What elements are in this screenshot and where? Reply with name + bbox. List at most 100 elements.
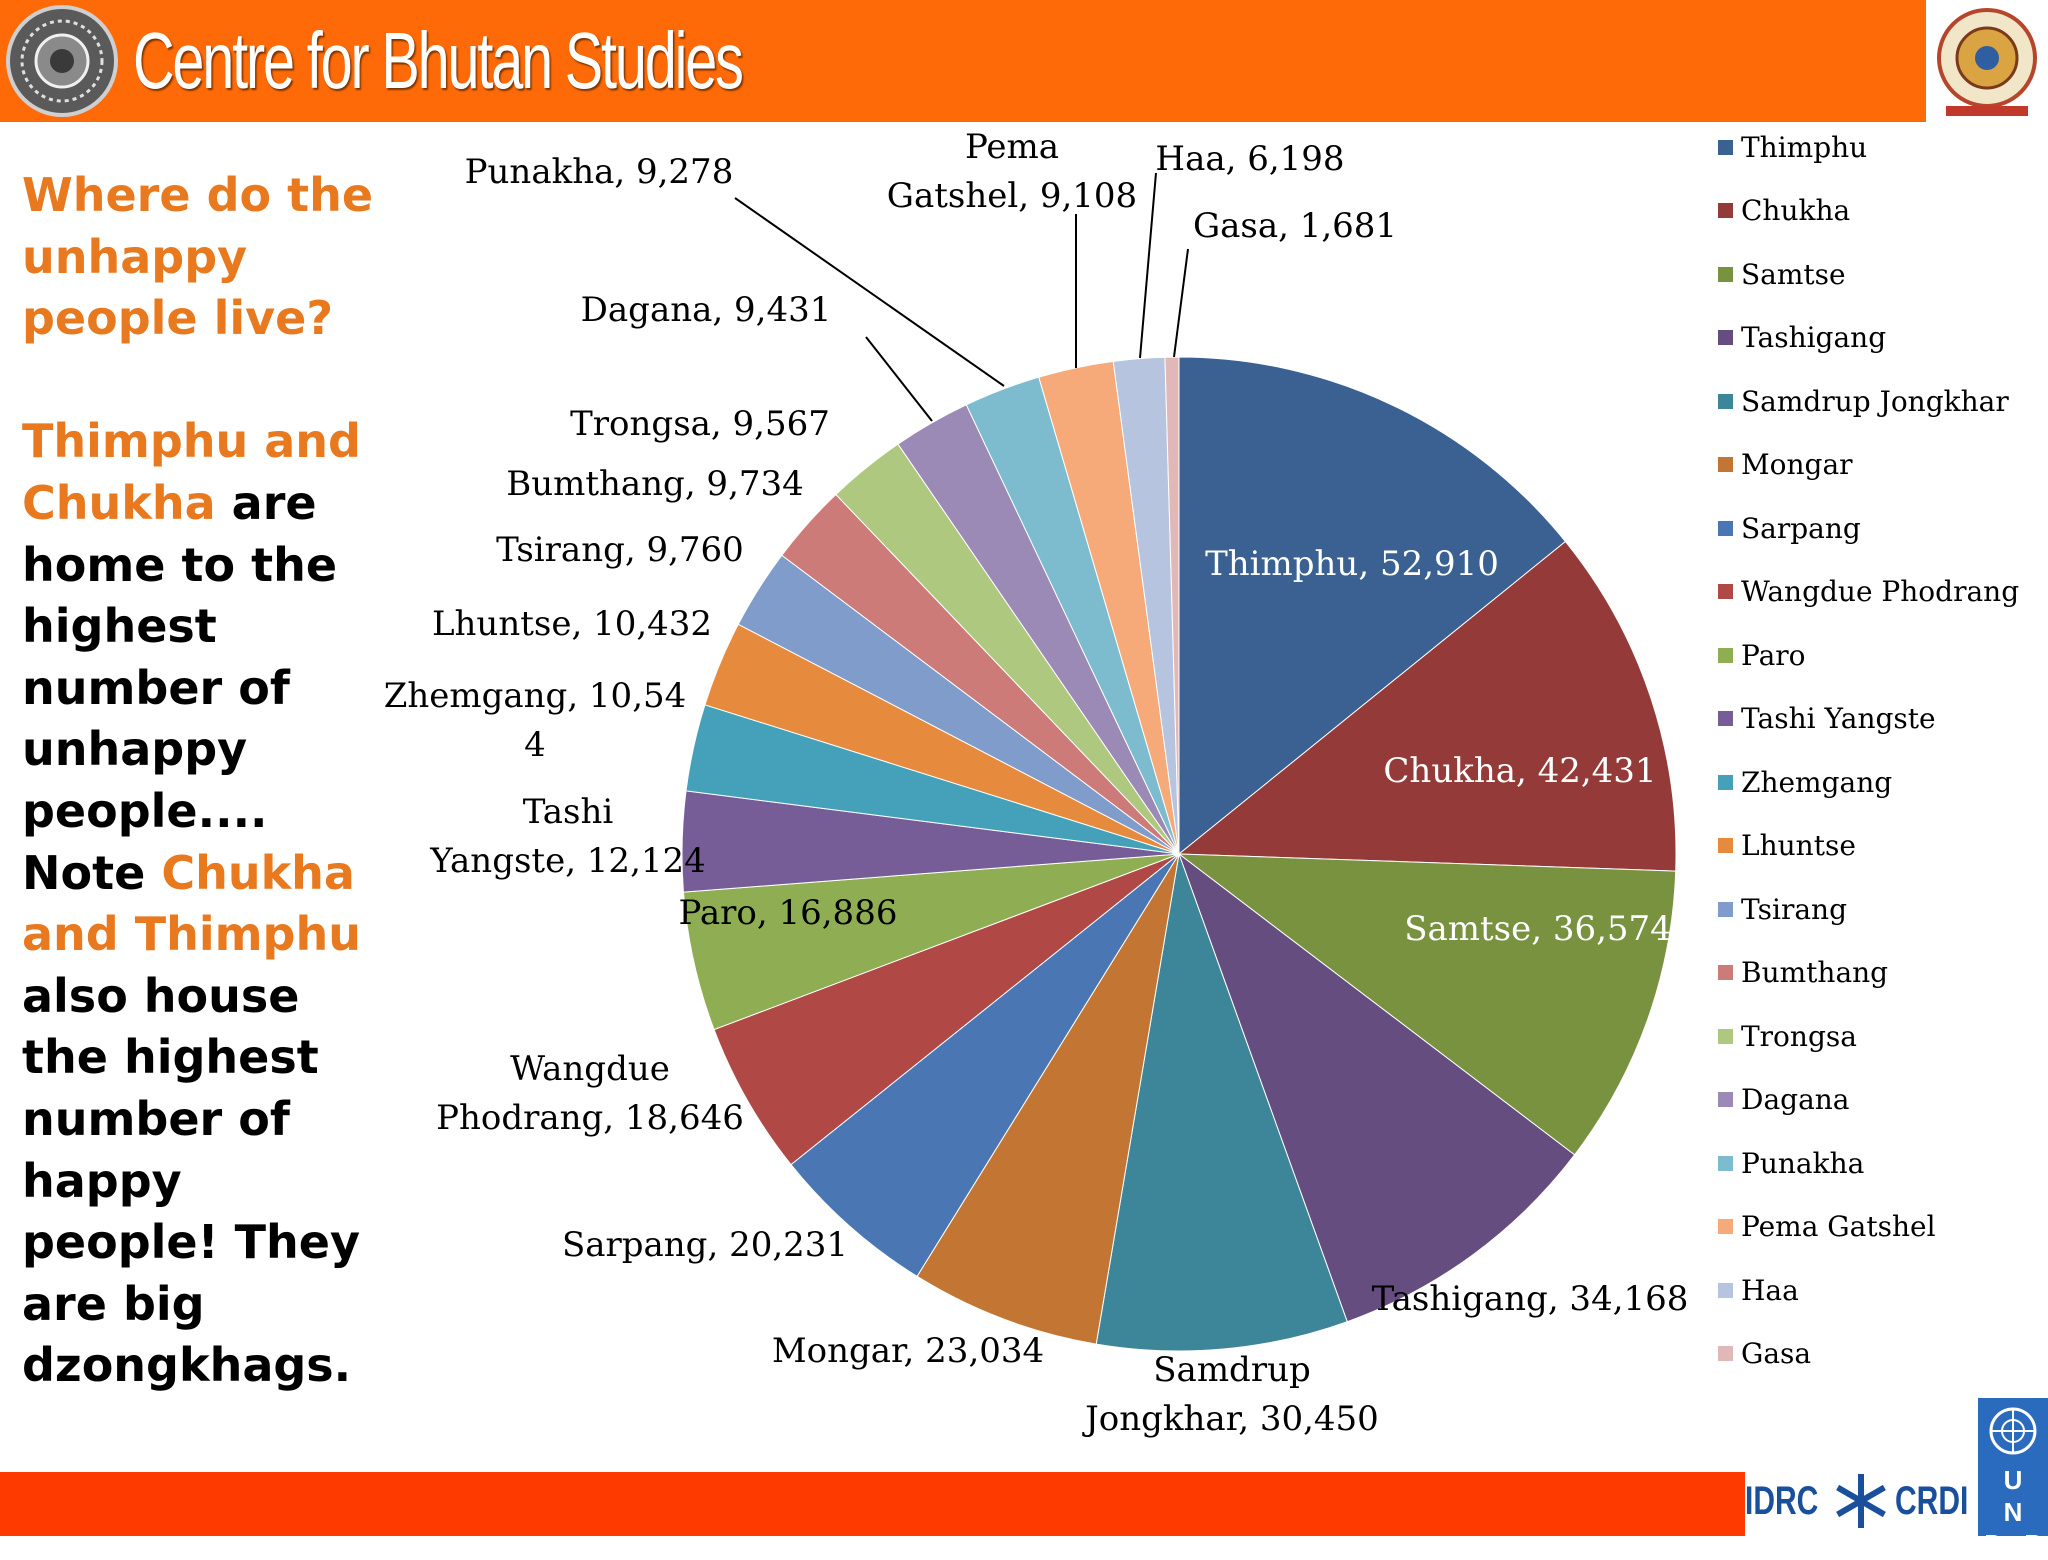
- legend-item: Samdrup Jongkhar: [1718, 381, 2009, 421]
- undp-letters: U N D P: [1984, 1465, 2042, 1559]
- legend-label: Bumthang: [1741, 956, 1889, 989]
- data-label: Thimphu, 52,910: [1205, 544, 1499, 584]
- pie-slice-samtse: [1177, 853, 1677, 1156]
- data-label: Samdrup Jongkhar, 30,450: [1082, 1350, 1379, 1439]
- legend-swatch: [1718, 1282, 1733, 1298]
- legend-label: Tashigang: [1741, 321, 1887, 354]
- legend-swatch: [1718, 584, 1733, 599]
- legend-swatch: [1718, 330, 1733, 345]
- pie-slice-samdrup-jongkhar: [1095, 852, 1348, 1352]
- legend-swatch: [1718, 1219, 1733, 1234]
- legend-item: Wangdue Phodrang: [1718, 572, 2019, 612]
- legend-item: Samtse: [1718, 254, 1846, 294]
- legend-item: Trongsa: [1718, 1016, 1857, 1056]
- legend-label: Gasa: [1741, 1337, 1812, 1370]
- bhutan-emblem-icon: [1926, 0, 2048, 122]
- data-label: Paro, 16,886: [679, 893, 898, 933]
- legend-item: Punakha: [1718, 1143, 1864, 1183]
- page-title: Centre for Bhutan Studies: [133, 16, 744, 105]
- un-globe-icon: [1989, 1407, 2037, 1455]
- legend-swatch: [1718, 965, 1733, 980]
- legend-swatch: [1718, 1028, 1733, 1044]
- legend-item: Dagana: [1718, 1080, 1850, 1120]
- data-label: Sarpang, 20,231: [562, 1225, 848, 1265]
- legend-label: Haa: [1741, 1273, 1799, 1307]
- legend-item: Sarpang: [1718, 508, 1861, 548]
- data-label: Wangdue Phodrang, 18,646: [436, 1049, 744, 1138]
- legend-swatch: [1718, 901, 1733, 917]
- highlight-thimphu-chukha: Thimphu and Chukha: [22, 414, 361, 530]
- leader-line: [1173, 248, 1189, 358]
- pie-slice-thimphu: [1178, 356, 1567, 856]
- data-label: Tashi Yangste, 12,124: [429, 792, 706, 881]
- legend-swatch: [1718, 647, 1733, 663]
- undp-logo: U N D P: [1978, 1398, 2048, 1559]
- legend-label: Wangdue Phodrang: [1741, 575, 2020, 608]
- legend-swatch: [1718, 266, 1733, 282]
- legend-swatch: [1718, 139, 1733, 155]
- legend-swatch: [1718, 1155, 1733, 1171]
- legend-item: Chukha: [1718, 191, 1850, 231]
- pie-slice-sarpang: [790, 853, 1180, 1278]
- commentary-text: Where do the unhappy people live? Thimph…: [22, 165, 382, 1397]
- legend-swatch: [1718, 457, 1733, 472]
- legend-label: Samdrup Jongkhar: [1741, 384, 2009, 418]
- legend-item: Tsirang: [1718, 889, 1847, 929]
- data-label: Gasa, 1,681: [1193, 206, 1397, 246]
- data-label: Trongsa, 9,567: [570, 404, 830, 444]
- legend-item: Tashigang: [1718, 318, 1886, 358]
- legend-label: Chukha: [1741, 194, 1851, 227]
- legend-swatch: [1718, 520, 1733, 536]
- highlight-chukha-thimphu: Chukha and Thimphu: [22, 845, 361, 962]
- pie-slice-mongar: [916, 853, 1180, 1345]
- legend-item: Bumthang: [1718, 953, 1888, 993]
- data-label: Dagana, 9,431: [581, 290, 832, 330]
- data-label: Tashigang, 34,168: [1372, 1279, 1689, 1319]
- legend-label: Pema Gatshel: [1741, 1210, 1936, 1243]
- legend-item: Lhuntse: [1718, 826, 1856, 866]
- legend-label: Sarpang: [1741, 511, 1861, 545]
- legend-item: Thimphu: [1718, 127, 1867, 167]
- data-label: Zhemgang, 10,54 4: [384, 676, 687, 765]
- crdi-label: CRDI: [1895, 1479, 1969, 1523]
- legend-swatch: [1718, 774, 1733, 790]
- legend-swatch: [1718, 711, 1733, 726]
- legend-label: Punakha: [1741, 1146, 1865, 1180]
- data-label: Mongar, 23,034: [772, 1331, 1044, 1371]
- data-label: Punakha, 9,278: [465, 152, 734, 192]
- legend-label: Dagana: [1741, 1083, 1850, 1116]
- legend-label: Trongsa: [1741, 1019, 1857, 1053]
- data-label: Samtse, 36,574: [1404, 909, 1672, 949]
- legend-swatch: [1718, 203, 1733, 218]
- legend-label: Tsirang: [1741, 892, 1847, 926]
- note-label: Note: [22, 845, 146, 900]
- legend-item: Pema Gatshel: [1718, 1207, 1936, 1247]
- legend-swatch: [1718, 1092, 1733, 1107]
- legend-label: Mongar: [1741, 448, 1853, 481]
- pie-slice-chukha: [1177, 540, 1677, 872]
- legend-swatch: [1718, 1346, 1733, 1361]
- idrc-label: IDRC: [1745, 1479, 1819, 1523]
- legend-item: Tashi Yangste: [1718, 699, 1936, 739]
- legend-item: Paro: [1718, 635, 1806, 675]
- footer-bar: [0, 1472, 1750, 1536]
- legend-item: Zhemgang: [1718, 762, 1892, 802]
- legend-label: Samtse: [1741, 257, 1846, 291]
- data-label: Lhuntse, 10,432: [432, 604, 712, 644]
- idrc-star-icon: [1836, 1474, 1886, 1528]
- commentary-line-1: are home to the highest number of unhapp…: [22, 475, 338, 838]
- leader-line: [734, 197, 1005, 387]
- leader-line: [865, 336, 933, 422]
- legend-swatch: [1718, 393, 1733, 409]
- legend-label: Thimphu: [1741, 130, 1868, 164]
- commentary-line-2: also house the highest number of happy p…: [22, 968, 360, 1393]
- legend-label: Zhemgang: [1741, 765, 1893, 799]
- legend-item: Mongar: [1718, 445, 1853, 485]
- pie-slice-gasa: [1164, 356, 1180, 855]
- leader-line: [1139, 172, 1157, 359]
- data-label: Haa, 6,198: [1155, 139, 1344, 179]
- legend-item: Gasa: [1718, 1334, 1811, 1374]
- legend-label: Paro: [1741, 638, 1806, 672]
- pie-slice-tashigang: [1177, 852, 1576, 1323]
